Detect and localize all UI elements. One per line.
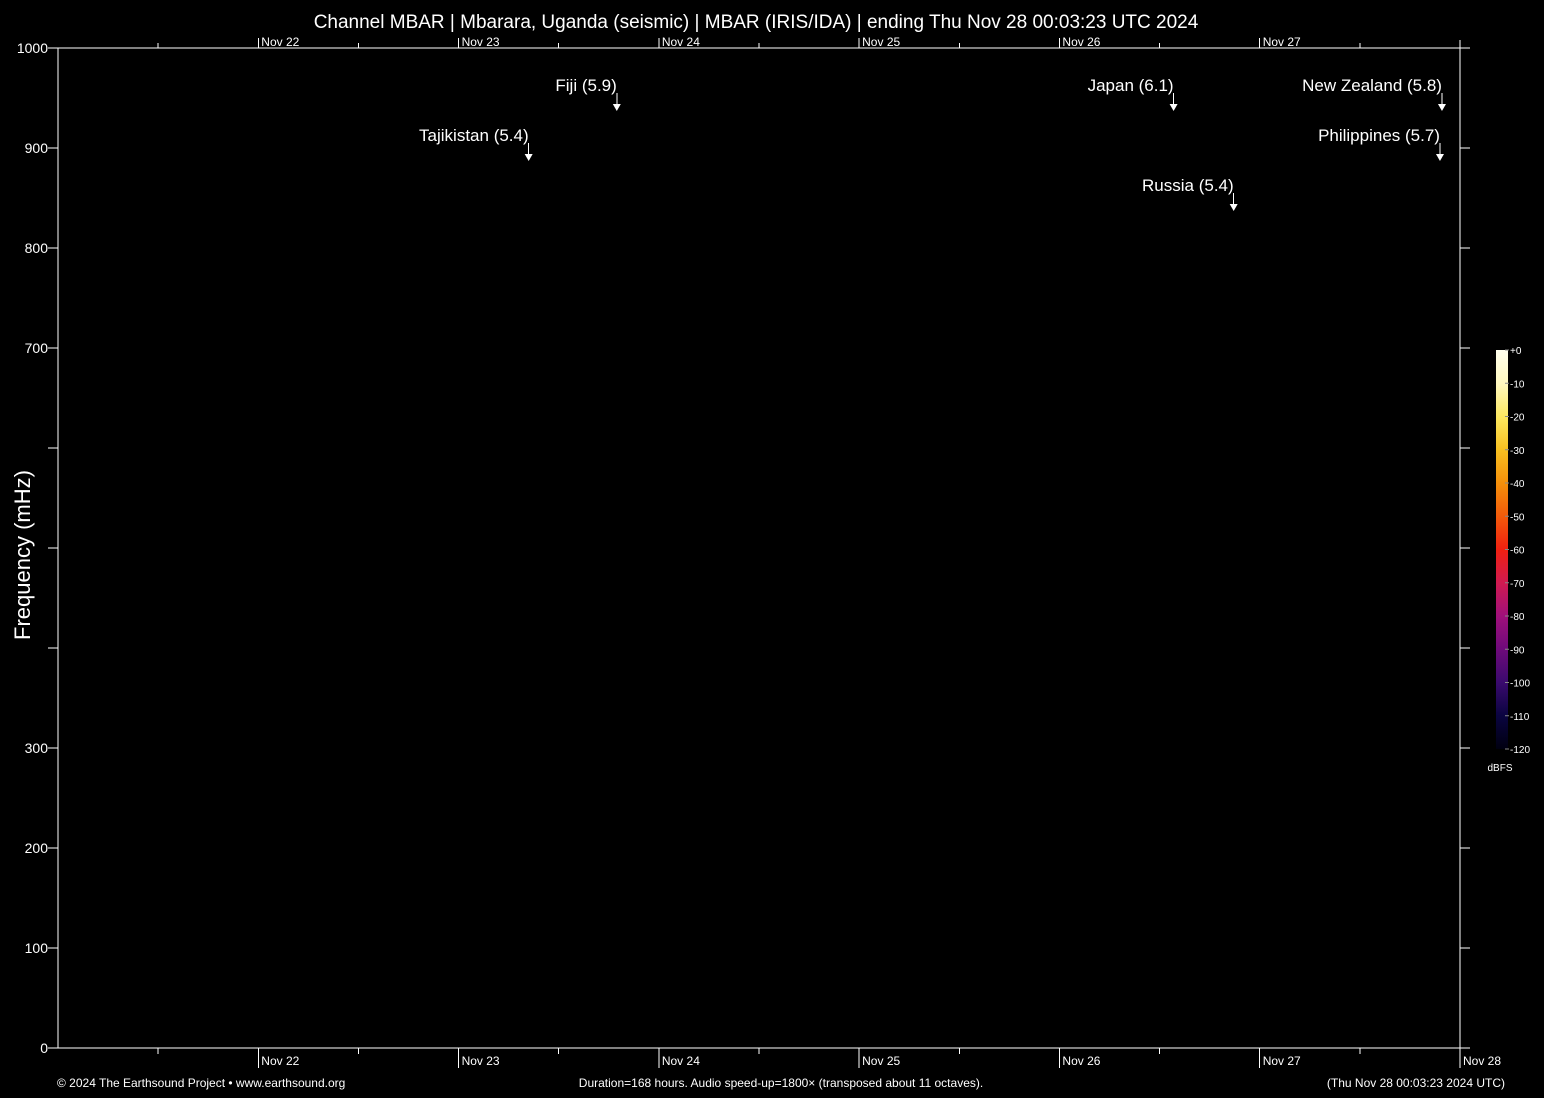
event-label: Philippines (5.7) [1318,126,1440,145]
x-tick-label-bottom: Nov 28 [1463,1054,1501,1068]
y-tick-label: 800 [25,240,49,256]
event-marker: Fiji (5.9) [555,76,621,111]
y-tick-label: 1000 [17,40,48,56]
x-tick-label-top: Nov 24 [662,35,700,49]
x-tick-label-bottom: Nov 24 [662,1054,700,1068]
plot-area [58,48,1460,1048]
x-tick-label-top: Nov 27 [1263,35,1301,49]
colorbar: +0 -10 -20 -30 -40 -50 -60 -70 -80 -90 -100 -110 -12… [1487,346,1530,774]
event-marker: Tajikistan (5.4) [419,126,533,161]
event-arrow-head [1169,104,1178,111]
x-tick-label-top: Nov 22 [261,35,299,49]
event-annotations: Tajikistan (5.4) Fiji (5.9) Japan (6.1) Rus… [419,76,1446,211]
colorbar-tick-label: -90 [1510,645,1525,656]
y-tick-label: 300 [25,740,49,756]
colorbar-tick-label: -120 [1510,745,1530,756]
y-tick-label: 200 [25,840,49,856]
x-tick-label-top: Nov 25 [862,35,900,49]
event-marker: New Zealand (5.8) [1302,76,1446,111]
y-tick-label: 700 [25,340,49,356]
event-marker: Russia (5.4) [1142,176,1238,211]
event-arrow-head [612,104,621,111]
colorbar-tick-label: -10 [1510,379,1525,390]
colorbar-tick-label: -60 [1510,546,1525,557]
event-label: New Zealand (5.8) [1302,76,1442,95]
event-arrow-head [1437,104,1446,111]
footer-copyright: © 2024 The Earthsound Project • www.eart… [57,1076,345,1090]
colorbar-tick-label: -70 [1510,579,1525,590]
y-tick-label: 900 [25,140,49,156]
event-arrow-head [1435,154,1444,161]
colorbar-tick-label: +0 [1510,346,1522,357]
y-tick-label: 100 [25,940,49,956]
y-tick-label: 0 [40,1040,48,1056]
event-marker: Philippines (5.7) [1318,126,1444,161]
y-axis: 0 100 200 300 700 800 900 1000 [17,40,1470,1056]
event-label: Russia (5.4) [1142,176,1234,195]
colorbar-tick-label: -30 [1510,446,1525,457]
x-tick-label-bottom: Nov 25 [862,1054,900,1068]
x-axis-bottom: Nov 22 Nov 23 Nov 24 Nov 25 Nov 26 Nov 27 Nov … [157,1048,1501,1068]
x-tick-label-bottom: Nov 26 [1062,1054,1100,1068]
colorbar-tick-label: -40 [1510,479,1525,490]
event-label: Japan (6.1) [1088,76,1174,95]
x-axis-top: Nov 22 Nov 23 Nov 24 Nov 25 Nov 26 Nov 27 [157,35,1361,49]
event-arrow-head [524,154,533,161]
x-tick-label-bottom: Nov 23 [462,1054,500,1068]
colorbar-tick-label: -110 [1510,712,1530,723]
x-tick-label-top: Nov 26 [1062,35,1100,49]
event-label: Fiji (5.9) [555,76,616,95]
colorbar-tick-label: -20 [1510,413,1525,424]
x-tick-label-bottom: Nov 27 [1263,1054,1301,1068]
footer-duration: Duration=168 hours. Audio speed-up=1800×… [579,1076,983,1090]
chart-title: Channel MBAR | Mbarara, Uganda (seismic)… [314,12,1199,33]
colorbar-tick-label: -50 [1510,512,1525,523]
y-axis-label: Frequency (mHz) [10,470,35,640]
event-arrow-head [1229,204,1238,211]
colorbar-tick-label: -100 [1510,679,1530,690]
x-tick-label-bottom: Nov 22 [261,1054,299,1068]
colorbar-tick-label: -80 [1510,612,1525,623]
event-label: Tajikistan (5.4) [419,126,529,145]
footer-timestamp: (Thu Nov 28 00:03:23 2024 UTC) [1327,1076,1505,1090]
event-marker: Japan (6.1) [1088,76,1178,111]
colorbar-unit: dBFS [1487,763,1512,774]
x-tick-label-top: Nov 23 [462,35,500,49]
